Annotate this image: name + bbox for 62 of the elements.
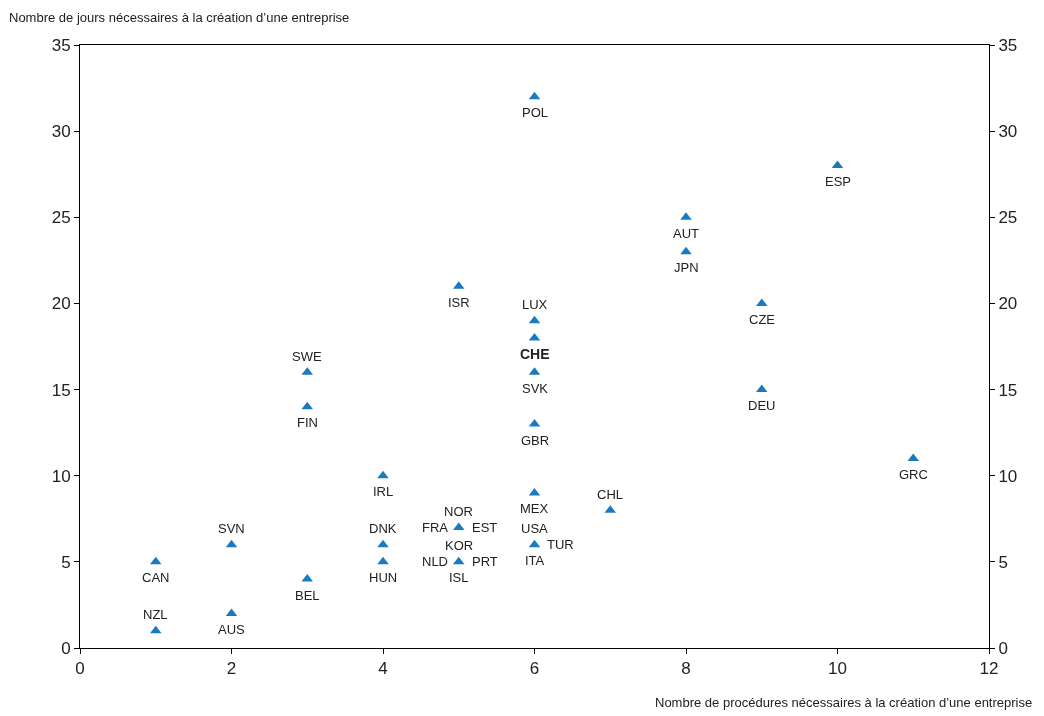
y2-tick-label: 25 <box>998 208 1018 228</box>
annotation: ISR <box>448 295 470 310</box>
annotation: FIN <box>297 415 318 430</box>
y-tick-label: 15 <box>51 380 71 400</box>
annotation: TUR <box>547 537 574 552</box>
annotation: SVK <box>522 381 549 396</box>
annotation: SVN <box>218 521 245 536</box>
annotation: CHL <box>597 487 624 502</box>
annotation: ITA <box>525 553 545 568</box>
annotation: CAN <box>142 570 170 585</box>
y2-tick-label: 10 <box>998 466 1018 486</box>
annotation: JPN <box>674 260 699 275</box>
annotation: IRL <box>373 484 394 499</box>
x-tick-label: 12 <box>979 659 999 679</box>
y-tick-label: 0 <box>61 638 71 658</box>
annotation: GRC <box>899 467 928 482</box>
y-tick-label: 20 <box>51 294 71 314</box>
annotation: PRT <box>472 554 498 569</box>
annotation: NOR <box>444 504 473 519</box>
annotation: NLD <box>422 554 449 569</box>
annotation: EST <box>472 520 498 535</box>
y2-tick-label: 5 <box>998 552 1008 572</box>
y2-tick-label: 35 <box>998 35 1018 55</box>
x-tick-label: 8 <box>681 659 691 679</box>
point <box>377 539 389 548</box>
annotation: ISL <box>449 570 469 585</box>
x-tick-label: 6 <box>529 659 540 679</box>
x-axis-title: Nombre de procédures nécessaires à la création d’une entreprise <box>655 695 1033 710</box>
annotation: ESP <box>825 174 852 189</box>
annotation: DNK <box>369 521 397 536</box>
y-tick-label: 10 <box>51 466 71 486</box>
annotation: FRA <box>422 520 449 535</box>
annotation: AUT <box>673 226 700 241</box>
annotation: LUX <box>522 297 548 312</box>
annotation: MEX <box>520 501 549 516</box>
annotation: USA <box>521 521 549 536</box>
point <box>680 246 692 255</box>
annotation: GBR <box>521 433 550 448</box>
y-tick-label: 5 <box>61 552 71 572</box>
annotation: CZE <box>749 312 776 327</box>
y2-tick-label: 30 <box>998 122 1018 142</box>
annotation: BEL <box>295 588 320 603</box>
y-tick-label: 35 <box>51 35 71 55</box>
y-axis-title: Nombre de jours nécessaires à la création d’une entreprise <box>9 10 350 25</box>
y2-tick-label: 0 <box>998 638 1008 658</box>
x-tick-label: 4 <box>378 659 388 679</box>
annotation: SWE <box>292 349 322 364</box>
y2-tick-label: 15 <box>998 380 1018 400</box>
y-tick-label: 30 <box>51 122 71 142</box>
y-tick-label: 25 <box>51 208 71 228</box>
y2-tick-label: 20 <box>998 294 1018 314</box>
annotation: AUS <box>218 622 246 637</box>
point <box>377 470 389 479</box>
annotation: POL <box>522 105 549 120</box>
annotation: KOR <box>445 538 474 553</box>
x-tick-label: 0 <box>75 659 85 679</box>
x-tick-label: 2 <box>226 659 237 679</box>
annotation: NZL <box>143 607 168 622</box>
annotation: DEU <box>748 398 776 413</box>
x-tick-label: 10 <box>828 659 847 679</box>
annotation: HUN <box>369 570 398 585</box>
annotation: CHE <box>520 346 550 362</box>
